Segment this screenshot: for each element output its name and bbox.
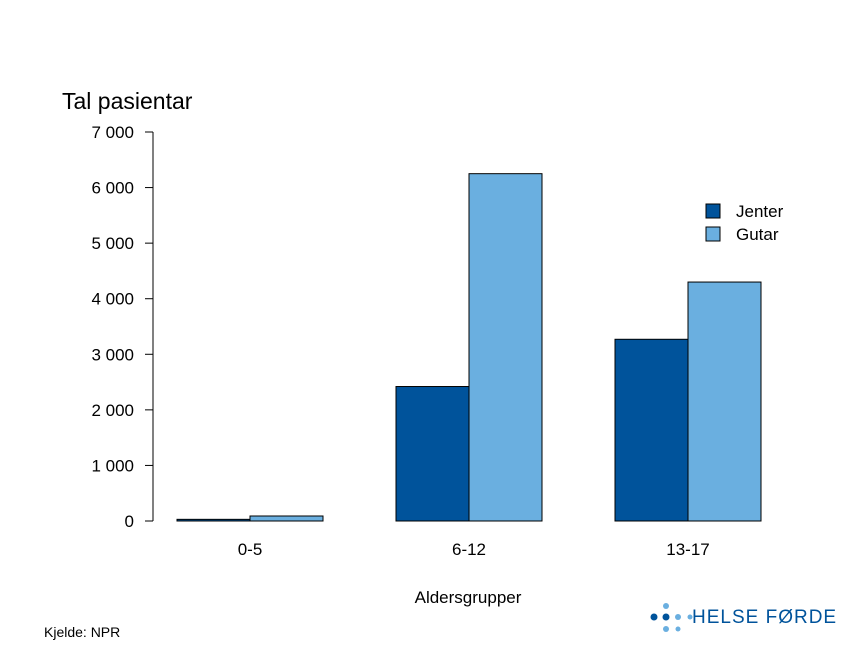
logo-text: HELSE FØRDE xyxy=(692,607,837,628)
helse-forde-logo: HELSE FØRDE xyxy=(650,603,837,632)
bar-jenter-13-17 xyxy=(614,338,689,522)
x-tick-label: 13-17 xyxy=(666,540,709,559)
legend-label-jenter: Jenter xyxy=(736,202,784,221)
bar-gutar-13-17 xyxy=(687,281,762,522)
legend-swatch-jenter xyxy=(705,203,721,219)
logo-dot xyxy=(663,603,669,609)
logo-dot xyxy=(675,626,681,632)
y-tick-label: 7 000 xyxy=(91,123,134,142)
y-tick-label: 2 000 xyxy=(91,401,134,420)
logo-dot xyxy=(675,614,681,620)
y-tick-label: 3 000 xyxy=(91,345,134,364)
bar-jenter-6-12 xyxy=(395,386,470,522)
logo-dot xyxy=(662,613,670,621)
logo-dot xyxy=(650,613,658,621)
logo-dot xyxy=(687,614,693,620)
bar-gutar-6-12 xyxy=(468,173,543,522)
legend: Jenter Gutar xyxy=(705,202,784,244)
y-axis-ticks: 0 1 000 2 000 3 000 4 000 5 000 6 000 7 000 xyxy=(91,123,153,531)
y-tick-label: 0 xyxy=(125,512,134,531)
x-axis-labels: 0-5 6-12 13-17 xyxy=(238,540,710,559)
x-tick-label: 6-12 xyxy=(452,540,486,559)
x-tick-label: 0-5 xyxy=(238,540,263,559)
bars xyxy=(176,173,762,522)
source-note: Kjelde: NPR xyxy=(44,624,120,640)
legend-swatch-gutar xyxy=(705,226,721,242)
logo-dot xyxy=(663,626,669,632)
logo-dots-icon xyxy=(650,603,693,632)
bar-gutar-0-5 xyxy=(249,515,324,522)
y-tick-label: 6 000 xyxy=(91,179,134,198)
y-tick-label: 4 000 xyxy=(91,290,134,309)
y-tick-label: 5 000 xyxy=(91,234,134,253)
x-axis-title: Aldersgrupper xyxy=(415,588,522,607)
y-tick-label: 1 000 xyxy=(91,456,134,475)
bar-jenter-0-5 xyxy=(176,518,251,522)
legend-label-gutar: Gutar xyxy=(736,225,779,244)
y-axis-title: Tal pasientar xyxy=(62,88,193,114)
